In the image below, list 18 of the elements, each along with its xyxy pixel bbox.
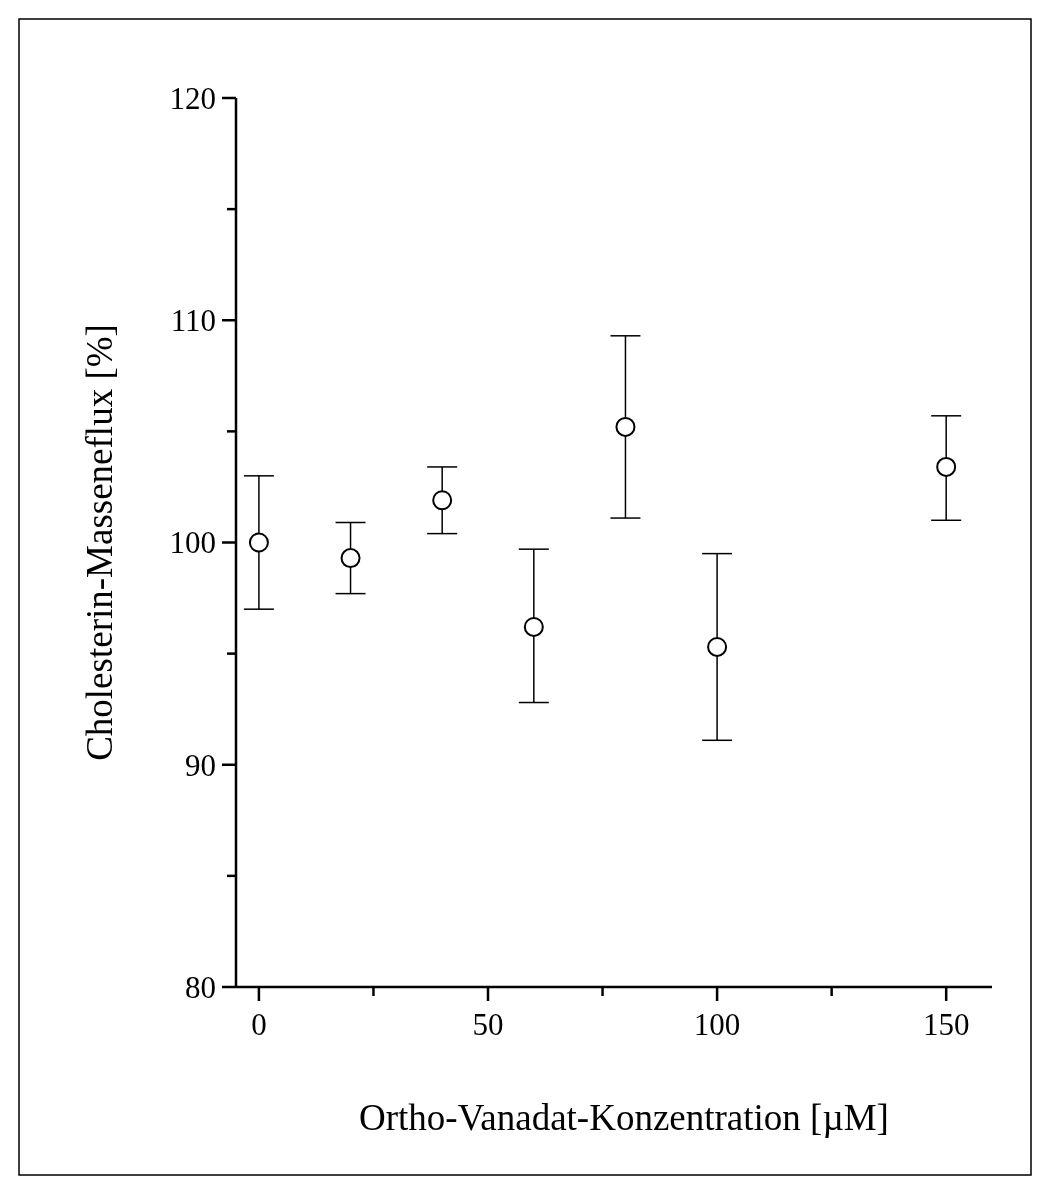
x-tick-label: 0 (251, 1007, 267, 1042)
y-axis-title: Cholesterin-Masseneflux [%] (79, 324, 120, 761)
point (615, 416, 636, 437)
y-tick-label: 110 (170, 303, 216, 339)
point (707, 636, 728, 657)
y-tick-label: 80 (185, 969, 216, 1005)
x-tick-label: 50 (472, 1007, 504, 1042)
y-tick-label: 120 (169, 80, 216, 116)
point (523, 616, 544, 637)
point (248, 532, 269, 553)
x-axis-title: Ortho-Vanadat-Konzentration [µM] (359, 1097, 889, 1138)
x-tick-label: 100 (693, 1007, 741, 1042)
y-tick-label: 90 (185, 747, 216, 783)
x-tick-label: 150 (922, 1007, 970, 1042)
point (936, 456, 957, 477)
point (432, 490, 453, 511)
point (340, 548, 361, 569)
y-tick-label: 100 (169, 525, 216, 561)
